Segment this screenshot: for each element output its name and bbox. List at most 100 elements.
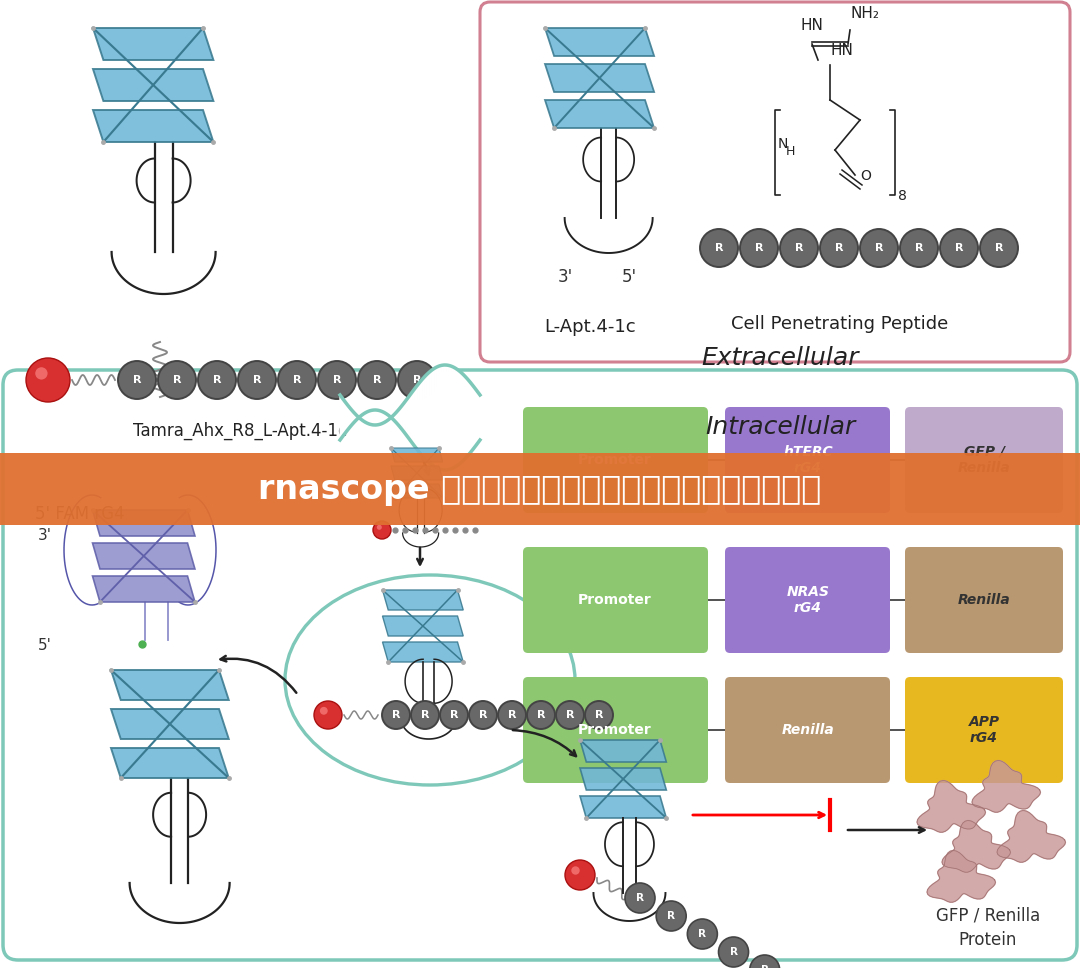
Text: 5': 5' [38,638,52,653]
Text: R: R [955,243,963,253]
Polygon shape [93,510,195,536]
Polygon shape [461,373,463,462]
Polygon shape [437,366,438,469]
Text: R: R [421,710,429,720]
Text: R: R [835,243,843,253]
Polygon shape [379,410,381,424]
Polygon shape [342,399,345,437]
Polygon shape [401,406,402,430]
Polygon shape [447,365,449,469]
Polygon shape [377,410,378,425]
Polygon shape [420,379,422,455]
Text: Promoter: Promoter [578,453,652,467]
Polygon shape [93,543,195,569]
Polygon shape [438,366,441,469]
Polygon shape [391,416,392,418]
Circle shape [657,901,686,931]
Polygon shape [424,375,427,460]
Polygon shape [367,411,368,424]
Circle shape [314,701,342,729]
Polygon shape [450,366,451,469]
FancyBboxPatch shape [480,2,1070,362]
Polygon shape [406,398,408,438]
Polygon shape [454,367,455,468]
Polygon shape [381,411,382,424]
Polygon shape [359,416,360,418]
Circle shape [980,229,1018,267]
Polygon shape [545,28,654,56]
Polygon shape [111,748,229,778]
Polygon shape [378,410,379,425]
Circle shape [780,229,818,267]
Polygon shape [428,373,429,463]
Circle shape [158,361,195,399]
Polygon shape [373,410,374,425]
Polygon shape [408,396,409,439]
FancyBboxPatch shape [523,407,708,513]
Text: HN: HN [800,18,823,33]
Polygon shape [369,410,372,425]
Text: O: O [860,169,870,183]
Text: R: R [729,947,738,957]
Polygon shape [364,412,365,422]
Polygon shape [397,408,400,426]
Polygon shape [360,415,361,419]
Polygon shape [365,412,367,423]
Polygon shape [400,407,401,428]
Text: R: R [449,710,458,720]
Text: R: R [595,710,604,720]
Polygon shape [383,412,386,423]
Polygon shape [468,378,469,456]
Polygon shape [435,367,436,468]
Polygon shape [464,376,465,459]
Circle shape [440,701,468,729]
Polygon shape [451,366,454,469]
Text: Promoter: Promoter [578,723,652,737]
Text: R: R [795,243,804,253]
Polygon shape [580,768,666,790]
Polygon shape [449,366,450,469]
Text: NRAS
rG4: NRAS rG4 [786,585,829,615]
Polygon shape [431,370,432,465]
Text: R: R [508,710,516,720]
Polygon shape [349,407,350,429]
Text: rnascope 原位杂交技术在生物医学研究中的应用探索: rnascope 原位杂交技术在生物医学研究中的应用探索 [258,472,822,505]
Polygon shape [357,415,359,419]
Text: H: H [786,145,795,158]
Circle shape [718,937,748,967]
Text: R: R [636,893,644,903]
Polygon shape [469,380,470,455]
Circle shape [687,919,717,949]
Polygon shape [387,414,388,421]
Polygon shape [460,372,461,464]
FancyBboxPatch shape [905,677,1063,783]
Circle shape [278,361,316,399]
Circle shape [750,955,780,968]
Circle shape [565,860,595,890]
Polygon shape [390,416,391,419]
Text: R: R [755,243,764,253]
Polygon shape [93,69,214,101]
Polygon shape [446,365,447,470]
Polygon shape [465,378,468,458]
Circle shape [36,367,48,379]
Circle shape [399,361,436,399]
Circle shape [320,707,327,714]
Polygon shape [414,388,415,446]
Circle shape [357,361,396,399]
Polygon shape [455,368,456,468]
Text: hTERC
rG4: hTERC rG4 [783,445,833,475]
Polygon shape [353,411,354,424]
Text: Cell Penetrating Peptide: Cell Penetrating Peptide [731,315,948,333]
Circle shape [700,229,738,267]
Polygon shape [409,394,410,441]
Polygon shape [93,576,195,602]
FancyBboxPatch shape [725,547,890,653]
FancyBboxPatch shape [725,407,890,513]
Text: Renilla: Renilla [782,723,835,737]
Polygon shape [477,391,478,443]
Polygon shape [419,381,420,454]
Circle shape [820,229,858,267]
Polygon shape [441,365,442,469]
Polygon shape [433,368,435,467]
